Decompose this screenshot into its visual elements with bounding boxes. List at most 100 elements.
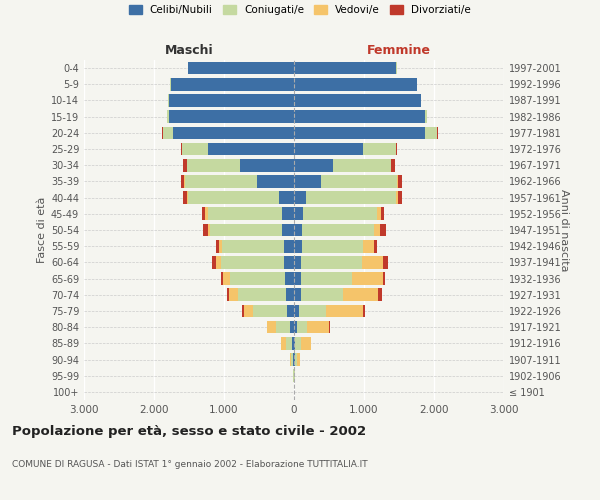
Bar <box>278 192 294 204</box>
Bar <box>169 110 294 123</box>
Bar <box>297 353 299 366</box>
Bar <box>294 62 396 74</box>
Bar <box>187 159 240 172</box>
Bar <box>343 288 378 301</box>
Bar <box>294 353 295 366</box>
Bar <box>380 224 386 236</box>
Bar <box>183 159 187 172</box>
Bar <box>184 192 187 204</box>
Bar <box>276 321 290 334</box>
Bar <box>223 272 230 285</box>
Bar <box>397 175 398 188</box>
Bar <box>362 256 383 268</box>
Bar <box>208 142 294 156</box>
Bar <box>227 288 229 301</box>
Bar <box>283 224 294 236</box>
Bar <box>287 304 294 318</box>
Bar <box>205 208 208 220</box>
Bar <box>171 78 294 90</box>
Bar <box>184 175 185 188</box>
Bar <box>242 304 244 318</box>
Bar <box>374 224 380 236</box>
Bar <box>301 272 352 285</box>
Bar <box>383 256 388 268</box>
Bar <box>297 321 307 334</box>
Bar <box>374 240 377 252</box>
Bar <box>294 256 301 268</box>
Bar <box>295 337 301 349</box>
Bar <box>294 175 320 188</box>
Bar <box>294 337 295 349</box>
Bar <box>216 240 219 252</box>
Bar <box>240 159 294 172</box>
Bar <box>284 240 294 252</box>
Bar <box>362 240 374 252</box>
Bar <box>302 224 374 236</box>
Bar <box>290 321 294 334</box>
Bar <box>181 142 182 156</box>
Bar <box>362 142 395 156</box>
Bar <box>294 240 302 252</box>
Bar <box>208 224 211 236</box>
Bar <box>208 208 282 220</box>
Bar <box>169 94 294 107</box>
Bar <box>181 175 184 188</box>
Bar <box>188 62 294 74</box>
Bar <box>293 353 294 366</box>
Bar <box>295 353 297 366</box>
Bar <box>268 321 276 334</box>
Bar <box>294 94 421 107</box>
Bar <box>212 256 217 268</box>
Bar <box>221 272 223 285</box>
Bar <box>294 304 299 318</box>
Bar <box>332 159 391 172</box>
Bar <box>284 256 294 268</box>
Bar <box>266 321 268 334</box>
Bar <box>378 288 382 301</box>
Y-axis label: Fasce di età: Fasce di età <box>37 197 47 263</box>
Bar <box>396 192 398 204</box>
Bar <box>301 256 362 268</box>
Bar <box>219 240 222 252</box>
Bar <box>285 272 294 285</box>
Bar <box>326 304 363 318</box>
Bar <box>188 192 278 204</box>
Bar <box>396 142 397 156</box>
Bar <box>203 224 208 236</box>
Text: Femmine: Femmine <box>367 44 431 58</box>
Bar <box>307 321 329 334</box>
Bar <box>294 78 416 90</box>
Bar <box>294 208 303 220</box>
Bar <box>294 321 297 334</box>
Text: Maschi: Maschi <box>164 44 214 58</box>
Bar <box>301 288 343 301</box>
Bar <box>211 224 283 236</box>
Bar <box>377 208 381 220</box>
Bar <box>216 256 221 268</box>
Bar <box>329 321 330 334</box>
Bar <box>306 192 396 204</box>
Bar <box>291 353 293 366</box>
Bar <box>391 159 395 172</box>
Bar <box>302 240 362 252</box>
Bar <box>398 192 402 204</box>
Bar <box>294 192 306 204</box>
Bar <box>301 337 311 349</box>
Bar <box>363 304 365 318</box>
Bar <box>290 353 291 366</box>
Bar <box>222 240 284 252</box>
Bar <box>294 159 332 172</box>
Bar <box>187 192 188 204</box>
Bar <box>282 208 294 220</box>
Bar <box>294 224 302 236</box>
Text: Popolazione per età, sesso e stato civile - 2002: Popolazione per età, sesso e stato civil… <box>12 425 366 438</box>
Bar <box>229 288 238 301</box>
Bar <box>294 110 425 123</box>
Bar <box>202 208 205 220</box>
Bar <box>294 126 425 139</box>
Bar <box>383 272 385 285</box>
Bar <box>425 110 427 123</box>
Y-axis label: Anni di nascita: Anni di nascita <box>559 188 569 271</box>
Bar <box>286 337 292 349</box>
Bar <box>292 337 294 349</box>
